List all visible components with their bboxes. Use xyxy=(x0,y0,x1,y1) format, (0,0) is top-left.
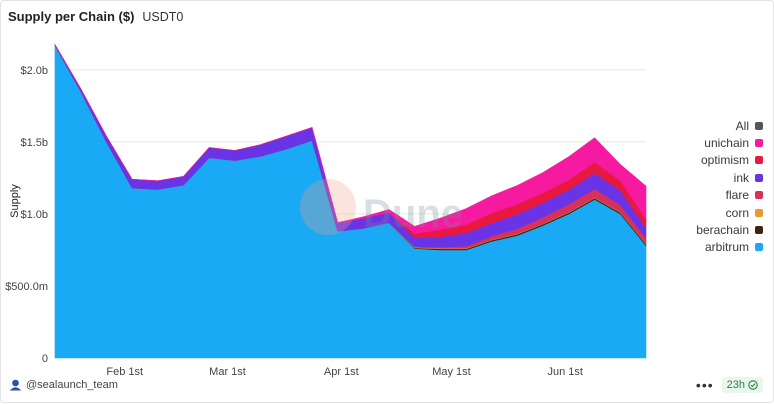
watermark-text: Dune xyxy=(363,192,463,236)
y-tick-label: 0 xyxy=(42,353,48,365)
legend-label: optimism xyxy=(700,153,749,168)
legend-label: ink xyxy=(733,170,749,185)
chart-subtitle: USDT0 xyxy=(142,10,184,24)
y-tick-label: $500.0m xyxy=(5,281,48,293)
legend-item-corn[interactable]: corn xyxy=(696,204,763,221)
footer-actions: ••• 23h xyxy=(696,377,763,393)
legend-swatch xyxy=(755,121,763,130)
y-axis-label: Supply xyxy=(9,184,21,218)
legend-swatch xyxy=(755,226,763,235)
legend-label: berachain xyxy=(696,223,749,238)
chart-legend: All unichain optimism ink flare corn berachain… xyxy=(696,117,763,256)
legend-label: All xyxy=(735,118,749,133)
legend-item-optimism[interactable]: optimism xyxy=(696,152,763,169)
x-tick-label: Feb 1st xyxy=(106,366,143,378)
legend-label: arbitrum xyxy=(704,240,749,255)
series-area-unichain[interactable] xyxy=(54,44,647,234)
chart-header: Supply per Chain ($) USDT0 xyxy=(8,9,183,27)
legend-item-arbitrum[interactable]: arbitrum xyxy=(696,239,763,256)
x-tick-label: May 1st xyxy=(432,366,471,378)
more-options-icon[interactable]: ••• xyxy=(695,377,714,393)
legend-swatch xyxy=(755,156,763,165)
legend-label: unichain xyxy=(704,136,749,151)
team-avatar-icon xyxy=(9,379,22,391)
y-tick-label: $2.0b xyxy=(20,65,48,77)
legend-item-flare[interactable]: flare xyxy=(696,187,763,204)
legend-label: corn xyxy=(725,205,749,220)
legend-swatch xyxy=(755,243,763,252)
legend-swatch xyxy=(755,173,763,182)
x-tick-label: Apr 1st xyxy=(324,366,359,378)
legend-swatch xyxy=(755,191,763,200)
author-name: @sealaunch_team xyxy=(26,379,118,391)
legend-swatch xyxy=(755,208,763,217)
legend-item-berachain[interactable]: berachain xyxy=(696,221,763,238)
legend-item-unichain[interactable]: unichain xyxy=(696,134,763,151)
y-tick-label: $1.5b xyxy=(20,137,48,149)
dune-watermark: Dune xyxy=(300,179,463,236)
legend-item-all[interactable]: All xyxy=(696,117,763,134)
legend-label: flare xyxy=(725,188,749,203)
legend-swatch xyxy=(755,139,763,148)
refresh-age: 23h xyxy=(726,379,745,391)
dune-logo-icon xyxy=(300,179,356,235)
check-circle-icon xyxy=(748,380,758,390)
refresh-status-badge[interactable]: 23h xyxy=(721,377,763,393)
x-tick-label: Jun 1st xyxy=(548,366,583,378)
author-credit[interactable]: @sealaunch_team xyxy=(9,379,118,391)
y-tick-label: $1.0b xyxy=(20,209,48,221)
x-tick-label: Mar 1st xyxy=(209,366,246,378)
legend-item-ink[interactable]: ink xyxy=(696,169,763,186)
chart-title: Supply per Chain ($) xyxy=(8,9,135,24)
